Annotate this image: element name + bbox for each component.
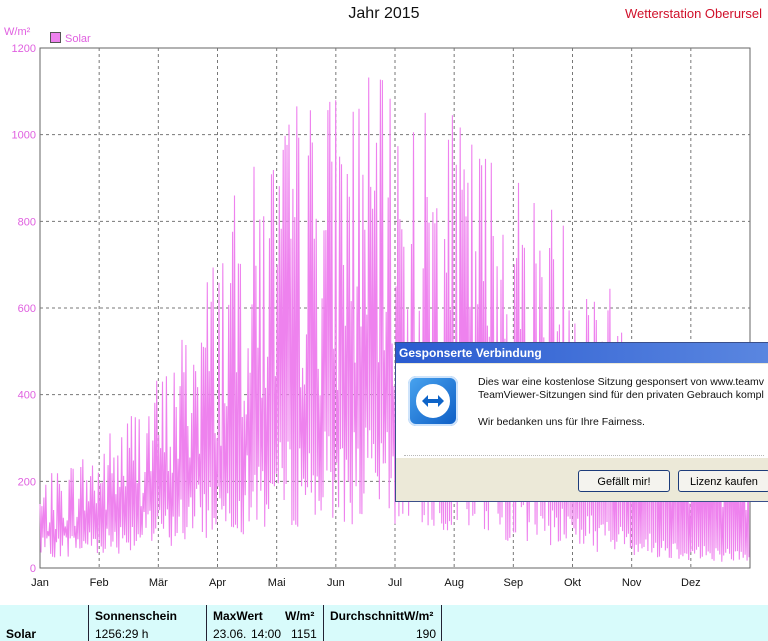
y-tick-label: 400 — [18, 390, 36, 402]
x-tick-label: Okt — [564, 577, 581, 589]
avg-header: Durchschnitt — [330, 609, 405, 623]
x-tick-label: Apr — [209, 577, 226, 589]
y-tick-label: 0 — [30, 563, 36, 575]
stats-avg-cell: Durchschnitt W/m² 190 — [323, 605, 442, 641]
x-tick-label: Jul — [388, 577, 402, 589]
x-tick-label: Dez — [681, 577, 701, 589]
y-tick-label: 600 — [18, 303, 36, 315]
chart-title: Jahr 2015 — [348, 5, 420, 22]
teamviewer-icon — [408, 376, 458, 426]
sunshine-value: 1256:29 h — [95, 627, 149, 641]
stats-bar: Solar Sonnenschein 1256:29 h MaxWert W/m… — [0, 605, 768, 641]
like-button[interactable]: Gefällt mir! — [578, 470, 670, 492]
y-tick-label: 1200 — [12, 43, 36, 55]
dialog-separator — [404, 455, 764, 456]
sponsored-session-dialog: Gesponserte Verbindung Dies war eine kos… — [395, 342, 768, 502]
stats-sunshine-cell: Sonnenschein 1256:29 h — [88, 605, 207, 641]
avg-value: 190 — [416, 627, 437, 641]
station-label: Wetterstation Oberursel — [624, 6, 762, 21]
max-date: 23.06. — [213, 627, 247, 641]
legend: Solar — [50, 32, 91, 45]
x-tick-label: Nov — [622, 577, 642, 589]
teamviewer-ring — [416, 384, 450, 418]
x-tick-label: Mär — [149, 577, 168, 589]
y-tick-label: 1000 — [12, 130, 36, 142]
legend-swatch — [50, 32, 61, 43]
solar-chart: 0 200 400 600 800 1000 1200 Jan Feb Mär Apr Mai Jun J… — [12, 43, 751, 589]
legend-label: Solar — [65, 33, 91, 45]
dialog-message: Dies war eine kostenlose Sitzung gespons… — [478, 376, 764, 429]
x-tick-label: Jun — [327, 577, 345, 589]
x-tick-label: Aug — [444, 577, 464, 589]
dialog-line-3: Wir bedanken uns für Ihre Fairness. — [478, 416, 645, 428]
max-header: MaxWert — [213, 609, 263, 623]
stats-divider — [441, 605, 443, 641]
max-time: 14:00 — [251, 627, 282, 641]
y-tick-label: 800 — [18, 216, 36, 228]
dialog-body: Dies war eine kostenlose Sitzung gespons… — [396, 364, 768, 458]
y-axis-unit: W/m² — [4, 26, 31, 38]
x-tick-label: Sep — [504, 577, 524, 589]
stats-max-cell: MaxWert W/m² 23.06. 14:00 1151 — [206, 605, 323, 641]
y-tick-label: 200 — [18, 476, 36, 488]
avg-unit: W/m² — [404, 609, 434, 623]
max-value: 1151 — [291, 627, 317, 641]
stats-row-label: Solar — [6, 627, 37, 641]
buy-license-button[interactable]: Lizenz kaufen — [678, 470, 768, 492]
x-tick-label: Feb — [90, 577, 109, 589]
dialog-line-2: TeamViewer-Sitzungen sind für den privat… — [478, 389, 764, 401]
dialog-line-1: Dies war eine kostenlose Sitzung gespons… — [478, 376, 764, 388]
sunshine-header: Sonnenschein — [95, 609, 178, 623]
x-tick-label: Jan — [31, 577, 49, 589]
max-unit: W/m² — [285, 609, 315, 623]
double-arrow-icon — [422, 395, 444, 407]
dialog-title: Gesponserte Verbindung — [396, 343, 768, 363]
x-tick-label: Mai — [268, 577, 286, 589]
